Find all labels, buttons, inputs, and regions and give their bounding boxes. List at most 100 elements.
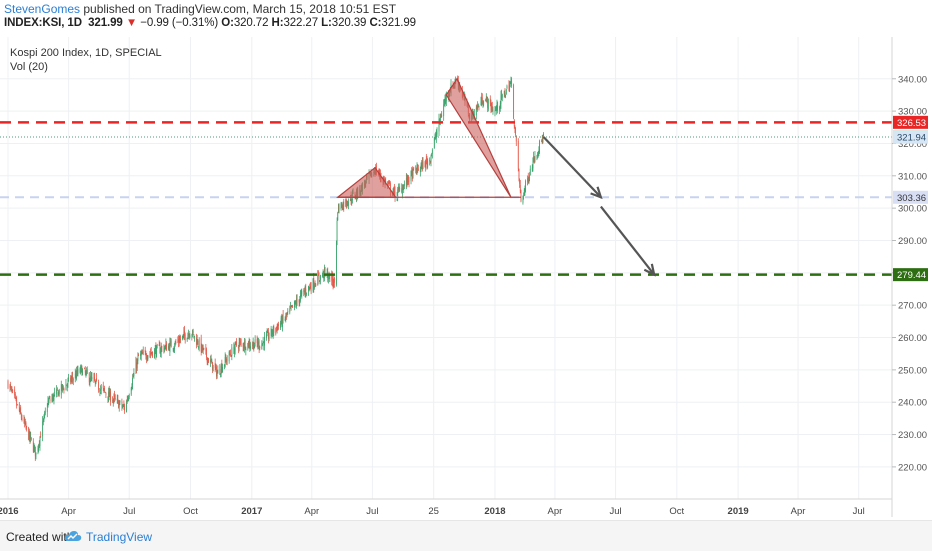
down-arrow-icon: ▼ — [125, 17, 138, 29]
candle-body — [491, 106, 493, 112]
candle-body — [318, 274, 320, 280]
candle-body — [46, 408, 48, 413]
candle-body — [539, 140, 540, 151]
candle-body — [286, 313, 288, 316]
candle-body — [66, 384, 68, 387]
chart-frame[interactable]: 220.00230.00240.00250.00260.00270.00280.… — [0, 37, 932, 517]
candle-body — [131, 385, 133, 390]
tradingview-cloud-icon[interactable] — [64, 528, 82, 544]
candle-body — [427, 161, 429, 167]
candle-body — [34, 446, 36, 457]
price-chart[interactable]: 220.00230.00240.00250.00260.00270.00280.… — [0, 37, 932, 517]
candle-body — [88, 373, 90, 383]
candle-body — [533, 156, 535, 162]
candle-body — [132, 377, 133, 386]
candle-body — [250, 346, 251, 349]
candle-body — [422, 161, 424, 169]
published-text: published on TradingView.com, March 15, … — [80, 2, 397, 16]
y-tick-label: 240.00 — [898, 398, 927, 409]
candle-body — [112, 399, 114, 403]
candle-body — [224, 364, 225, 367]
x-tick-label: Jul — [366, 506, 378, 517]
candle-body — [515, 130, 517, 135]
candle-body — [72, 376, 74, 379]
candle-body — [300, 292, 302, 294]
candle-body — [37, 448, 39, 451]
candle-body — [151, 352, 153, 354]
candle-body — [433, 139, 435, 149]
candle-body — [304, 290, 306, 293]
candle-body — [439, 118, 441, 122]
candle-body — [216, 366, 217, 377]
candle-body — [486, 97, 488, 100]
candle-body — [47, 400, 49, 407]
last-price: 321.99 — [88, 17, 123, 29]
candle-body — [268, 336, 270, 339]
candle-body — [12, 389, 14, 391]
candle-body — [105, 393, 107, 395]
price-axis[interactable]: 220.00230.00240.00250.00260.00270.00280.… — [892, 74, 927, 473]
candle-body — [499, 103, 501, 108]
candle-body — [16, 400, 18, 406]
candle-body — [165, 343, 167, 347]
volume-indicator-label[interactable]: Vol (20) — [10, 61, 48, 73]
candle-body — [70, 378, 72, 381]
candle-body — [272, 333, 273, 335]
candle-body — [489, 98, 491, 104]
candle-body — [11, 389, 13, 391]
candle-body — [517, 141, 519, 169]
candle-body — [296, 299, 297, 307]
candle-body — [387, 183, 389, 184]
candle-body — [173, 348, 175, 350]
candle-body — [149, 353, 151, 355]
candle-body — [243, 346, 245, 348]
candle-body — [221, 364, 223, 372]
time-axis[interactable]: 2016 Apr Jul Oct 2017 Apr Jul 25 2018 Apr Jul Oct 20… — [0, 506, 865, 517]
candle-body — [399, 188, 401, 190]
candle-body — [207, 358, 209, 363]
candle-body — [256, 339, 258, 344]
candle-body — [156, 345, 157, 358]
candle-body — [206, 349, 207, 358]
tradingview-brand[interactable]: TradingView — [86, 530, 153, 544]
candle-body — [102, 385, 104, 389]
candle-body — [183, 332, 185, 337]
candle-body — [336, 240, 337, 285]
candle-body — [282, 314, 284, 320]
candle-body — [168, 345, 169, 350]
candle-body — [214, 363, 216, 368]
candle-body — [485, 97, 487, 101]
candle-body — [387, 181, 389, 185]
resistance-price-label-bg — [893, 115, 928, 129]
candle-body — [110, 392, 111, 402]
author-link[interactable]: StevenGomes — [4, 2, 81, 16]
candle-body — [58, 390, 60, 396]
candle-body — [60, 384, 62, 395]
candle-body — [266, 332, 268, 336]
candle-body — [487, 98, 489, 110]
candle-body — [29, 431, 31, 440]
candle-body — [290, 306, 291, 308]
candle-body — [62, 386, 64, 388]
candle-body — [146, 357, 147, 359]
candle-body — [235, 341, 237, 343]
candle-body — [94, 381, 96, 382]
candle-body — [128, 395, 130, 397]
candle-body — [514, 126, 516, 130]
candle-body — [322, 275, 323, 276]
x-tick-label: Jul — [609, 506, 621, 517]
price-change: −0.99 (−0.31%) — [140, 17, 219, 29]
candle-body — [531, 167, 533, 170]
candle-body — [527, 176, 529, 182]
candle-body — [242, 343, 244, 348]
candle-body — [16, 404, 18, 406]
candle-body — [127, 397, 129, 402]
candle-body — [245, 348, 247, 351]
candle-body — [424, 162, 426, 168]
candle-body — [394, 191, 396, 199]
candle-body — [178, 340, 180, 343]
candle-body — [142, 351, 143, 355]
candle-body — [527, 178, 529, 182]
candle-body — [305, 288, 307, 294]
grid — [0, 37, 892, 499]
